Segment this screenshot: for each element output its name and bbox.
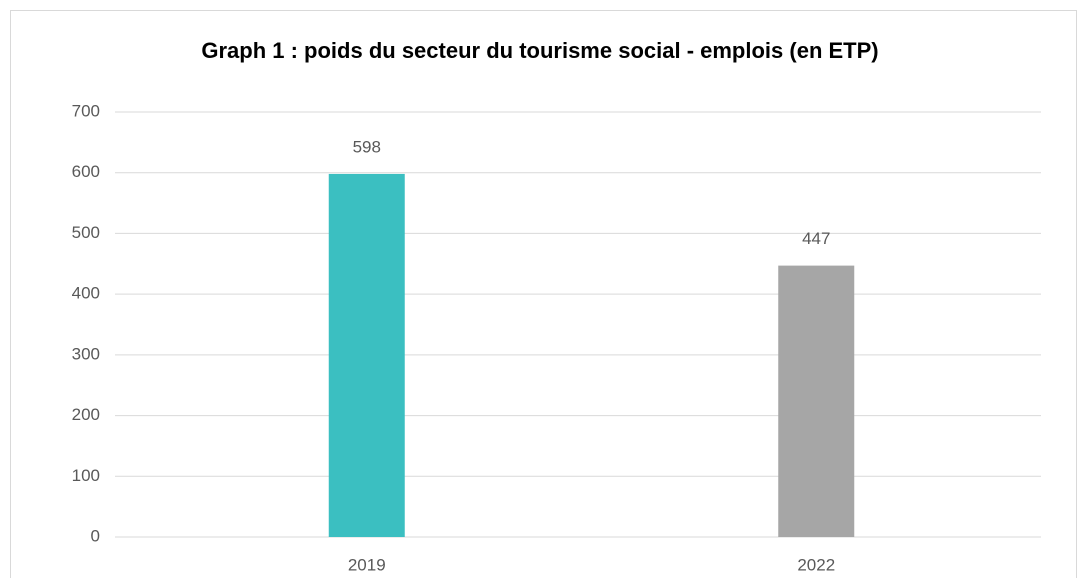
- data-label: 598: [353, 137, 381, 156]
- y-tick-label: 500: [72, 223, 100, 242]
- x-tick-label: 2019: [348, 555, 386, 574]
- y-tick-label: 200: [72, 405, 100, 424]
- y-tick-label: 700: [72, 101, 100, 120]
- y-tick-label: 400: [72, 284, 100, 303]
- bar: [778, 265, 855, 537]
- chart-title: Graph 1 : poids du secteur du tourisme s…: [201, 38, 878, 63]
- bar: [328, 173, 405, 537]
- y-tick-label: 300: [72, 344, 100, 363]
- y-tick-label: 0: [91, 526, 100, 545]
- data-label: 447: [802, 229, 830, 248]
- x-tick-label: 2022: [797, 555, 835, 574]
- y-tick-label: 600: [72, 162, 100, 181]
- y-tick-label: 100: [72, 466, 100, 485]
